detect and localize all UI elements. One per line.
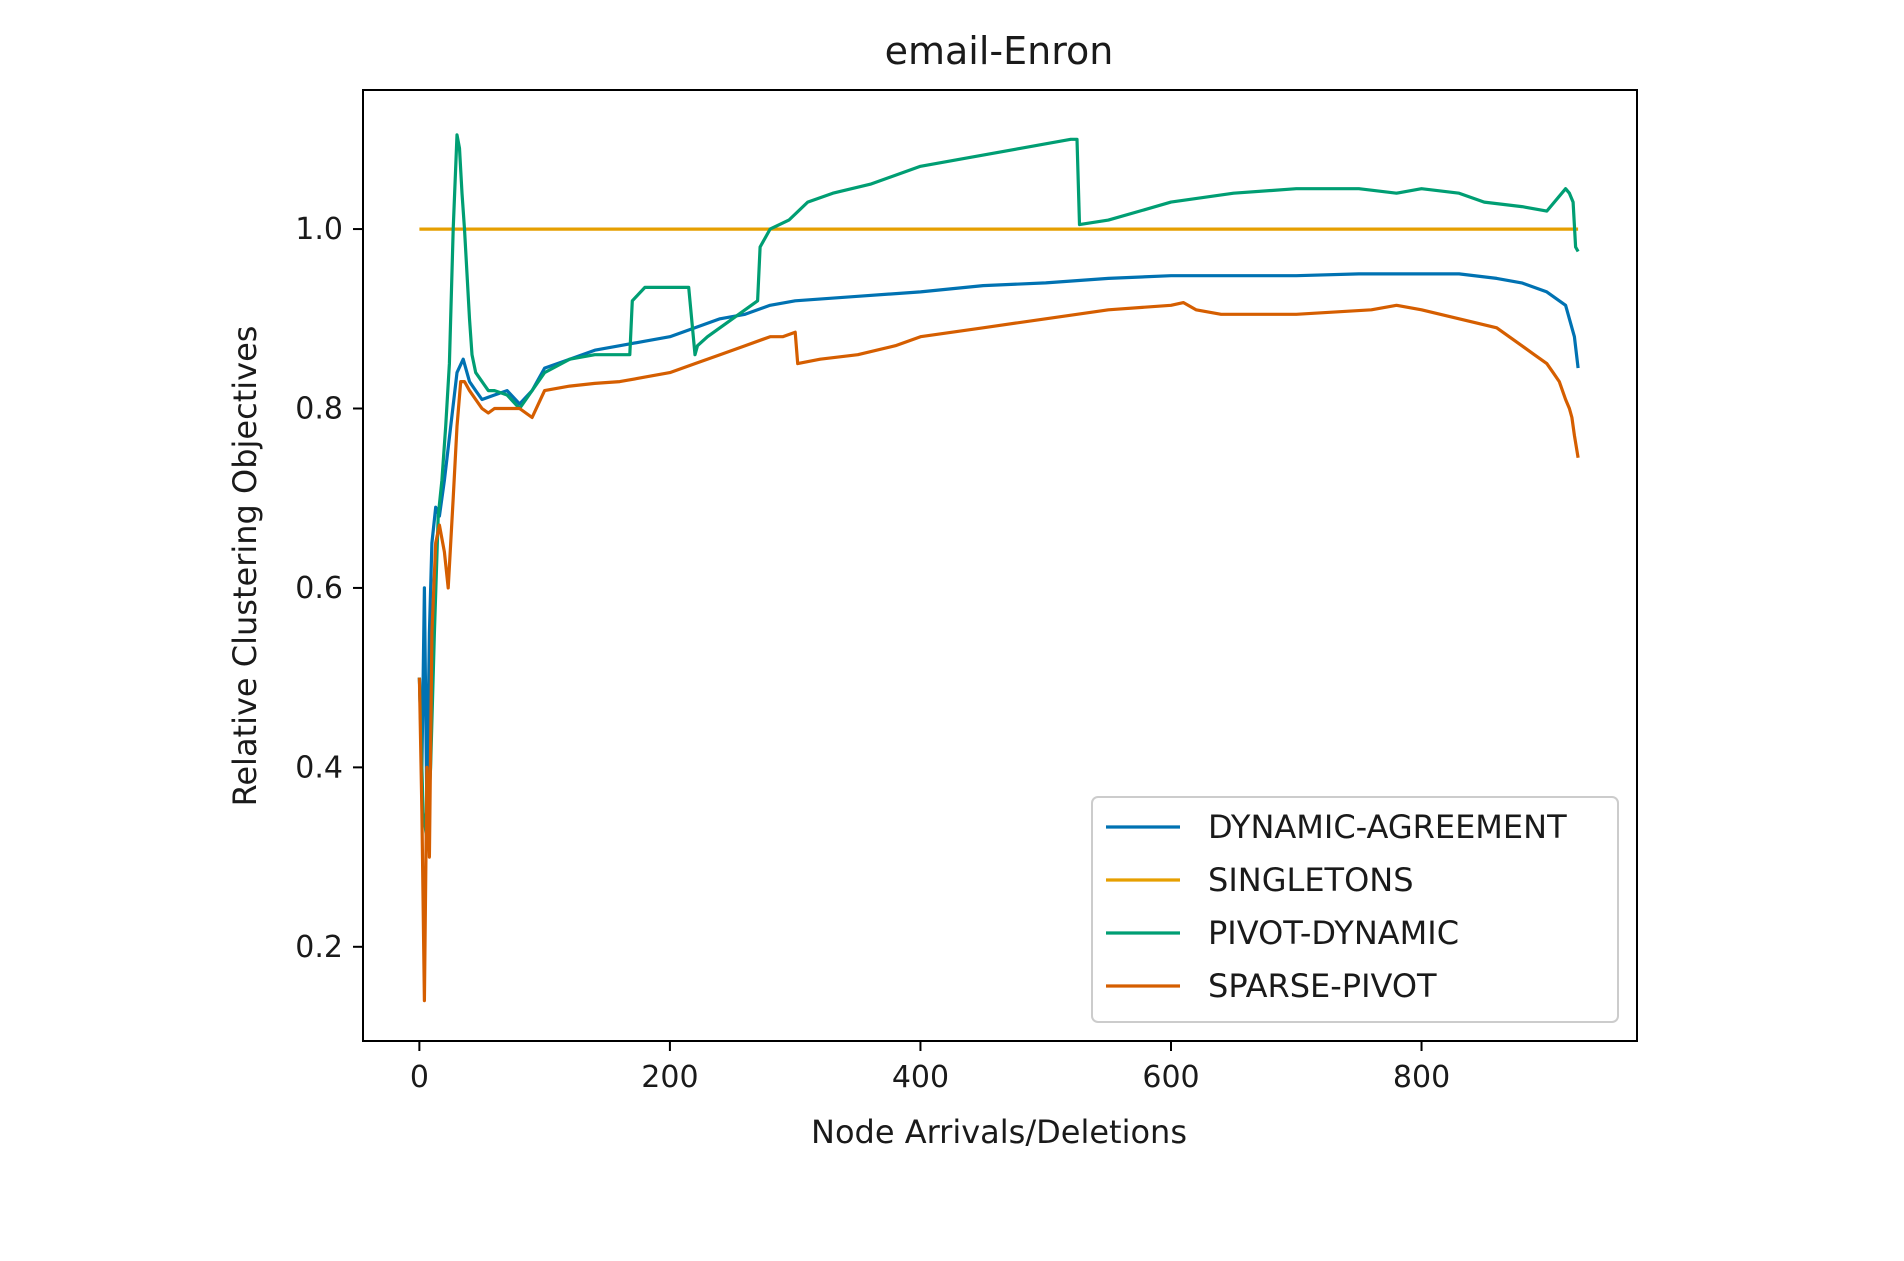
x-axis-label: Node Arrivals/Deletions bbox=[811, 1113, 1187, 1151]
y-axis: 0.2 0.4 0.6 0.8 1.0 bbox=[295, 212, 363, 965]
plot-frame bbox=[362, 89, 1638, 1042]
legend-label: DYNAMIC-AGREEMENT bbox=[1208, 808, 1567, 846]
x-axis: 0 200 400 600 800 bbox=[410, 1041, 1450, 1095]
y-axis-label: Relative Clustering Objectives bbox=[226, 326, 264, 807]
x-tick-label: 0 bbox=[410, 1060, 429, 1095]
chart-title: email-Enron bbox=[885, 29, 1114, 73]
legend-label: SPARSE-PIVOT bbox=[1208, 967, 1437, 1005]
legend-entries: DYNAMIC-AGREEMENT SINGLETONS PIVOT-DYNAMIC… bbox=[1106, 808, 1567, 1005]
x-tick-label: 800 bbox=[1393, 1060, 1450, 1095]
series-line-sparse-pivot bbox=[417, 301, 1580, 1003]
legend: DYNAMIC-AGREEMENT SINGLETONS PIVOT-DYNAMIC… bbox=[1091, 796, 1619, 1023]
x-tick-label: 400 bbox=[892, 1060, 949, 1095]
y-tick-label: 0.4 bbox=[295, 750, 343, 785]
series-layer bbox=[417, 133, 1580, 1003]
series-line-pivot-dynamic bbox=[417, 133, 1580, 841]
series-line-dynamic-agreement bbox=[417, 272, 1580, 814]
y-tick-label: 0.6 bbox=[295, 571, 343, 606]
x-tick-label: 600 bbox=[1142, 1060, 1199, 1095]
legend-box bbox=[1091, 796, 1619, 1023]
legend-label: SINGLETONS bbox=[1208, 861, 1414, 899]
legend-label: PIVOT-DYNAMIC bbox=[1208, 914, 1459, 952]
y-tick-label: 0.2 bbox=[295, 930, 343, 965]
y-tick-label: 1.0 bbox=[295, 212, 343, 247]
y-tick-label: 0.8 bbox=[295, 391, 343, 426]
x-tick-label: 200 bbox=[641, 1060, 698, 1095]
plot-area bbox=[362, 89, 1638, 1042]
